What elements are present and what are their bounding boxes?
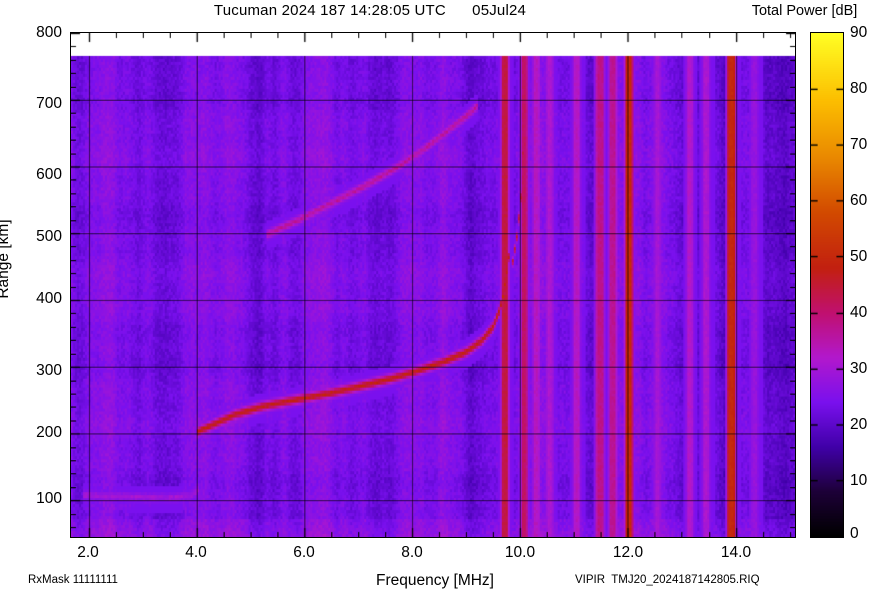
x-tick-2: 2.0 (77, 544, 99, 561)
colorbar-title: Total Power [dB] (751, 3, 858, 19)
y-tick-300: 300 (36, 362, 62, 379)
riq-file-label: VIPIR TMJ20_2024187142805.RIQ (575, 574, 760, 586)
cb-tick-40: 40 (850, 304, 868, 321)
x-tick-4: 4.0 (185, 544, 207, 561)
rxmask-label: RxMask 11111111 (28, 574, 118, 586)
cb-tick-10: 10 (850, 472, 868, 489)
x-axis-label: Frequency [MHz] (375, 572, 494, 589)
y-tick-700: 700 (36, 95, 62, 112)
y-tick-800: 800 (36, 24, 62, 41)
y-tick-100: 100 (36, 490, 62, 507)
y-axis-label: Range [km] (0, 219, 12, 299)
cb-tick-0: 0 (850, 525, 859, 542)
y-tick-200: 200 (36, 424, 62, 441)
x-tick-12: 12.0 (612, 544, 644, 561)
cb-tick-20: 20 (850, 416, 868, 433)
x-tick-8: 8.0 (401, 544, 423, 561)
colorbar-gradient (811, 33, 843, 537)
cb-tick-80: 80 (850, 80, 868, 97)
y-tick-500: 500 (36, 228, 62, 245)
x-tick-6: 6.0 (293, 544, 315, 561)
y-tick-600: 600 (36, 166, 62, 183)
x-tick-14: 14.0 (720, 544, 752, 561)
colorbar[interactable] (810, 32, 844, 538)
plot-title: Tucuman 2024 187 14:28:05 UTC 05Jul24 (213, 2, 527, 19)
ionogram-heatmap-canvas (71, 33, 795, 537)
y-tick-400: 400 (36, 290, 62, 307)
cb-tick-50: 50 (850, 248, 868, 265)
x-tick-10: 10.0 (504, 544, 536, 561)
ionogram-plot-area[interactable] (70, 32, 796, 538)
cb-tick-70: 70 (850, 136, 868, 153)
cb-tick-30: 30 (850, 360, 868, 377)
cb-tick-60: 60 (850, 192, 868, 209)
cb-tick-90: 90 (850, 24, 868, 41)
